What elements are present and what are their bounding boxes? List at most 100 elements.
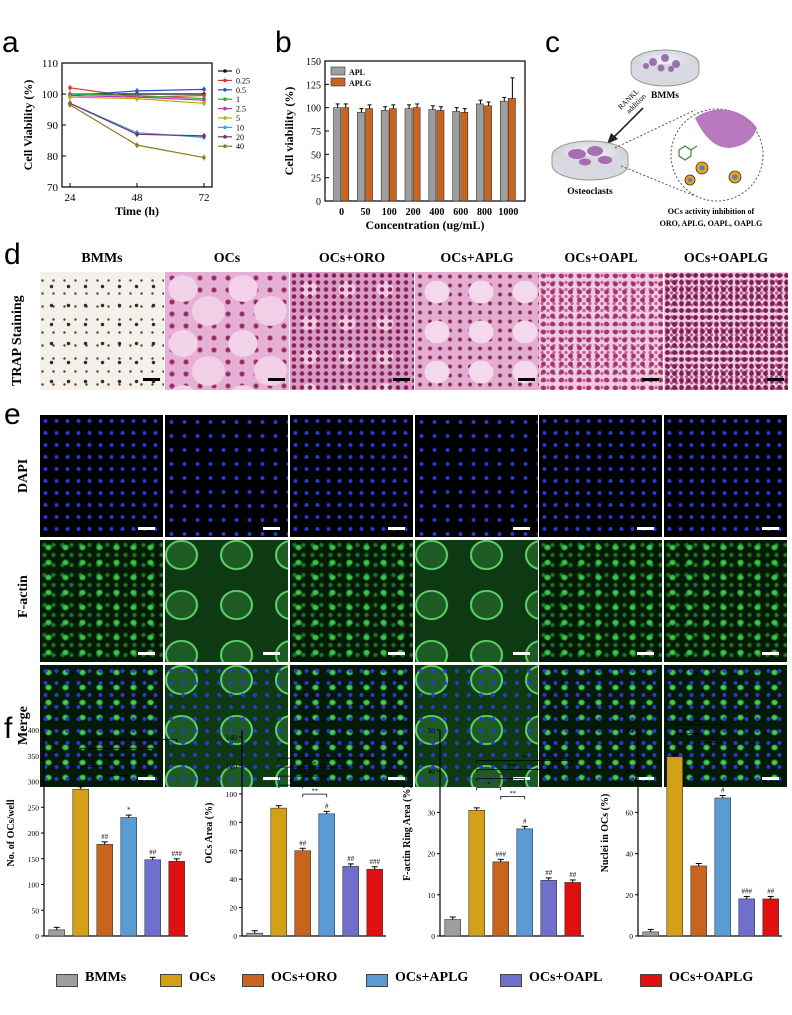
trap-scalebar-4 <box>518 378 535 381</box>
trap-image-ocs-oaplg <box>664 272 788 390</box>
legend-label: 2.5 <box>236 105 246 114</box>
trap-image-ocs-oro <box>290 272 414 390</box>
y-tick-label: 100 <box>28 881 40 890</box>
legend-label-ocs-oapl: OCs+OAPL <box>529 970 603 985</box>
legend-label: 0 <box>236 67 240 76</box>
data-point <box>135 132 139 137</box>
fluor-scalebar <box>513 652 530 655</box>
y-axis-label: F-actin Ring Area (%) <box>402 785 413 881</box>
fluor-scalebar <box>637 777 654 780</box>
bracket-label: * <box>127 733 130 740</box>
bracket-label: *** <box>694 720 704 725</box>
x-tick-label: 1000 <box>498 207 518 218</box>
data-point <box>135 96 139 101</box>
panel-letter-e: e <box>4 398 21 431</box>
data-point <box>202 101 206 106</box>
x-tick-label: 50 <box>360 207 370 218</box>
legend-label: 1 <box>236 95 240 104</box>
legend-swatch-ocs-oapl <box>500 974 522 987</box>
fluor-image <box>40 540 163 662</box>
bar <box>444 919 461 937</box>
legend-swatch-ocs-oro <box>242 974 264 987</box>
legend-marker <box>223 78 227 83</box>
significance-label: ## <box>767 887 775 895</box>
y-tick-label: 0 <box>316 197 321 208</box>
plot-frame <box>61 62 213 188</box>
trap-image-ocs-aplg <box>415 272 539 390</box>
significance-label: ## <box>347 855 355 863</box>
bar <box>540 880 557 937</box>
legend-label: APL <box>349 68 365 77</box>
trap-image-ocs-oapl <box>539 272 663 390</box>
legend-marker <box>223 106 227 111</box>
legend-label-ocs: OCs <box>189 970 216 985</box>
y-tick-label: 125 <box>306 80 321 91</box>
y-tick-label: 0 <box>629 932 633 941</box>
bar <box>666 756 683 937</box>
legend-label-ocs-aplg: OCs+APLG <box>395 970 469 985</box>
significance-label: ## <box>101 833 109 841</box>
fluor-image <box>415 665 538 787</box>
y-tick-label: 10 <box>428 891 436 900</box>
y-tick-label: 80 <box>230 818 238 827</box>
y-tick-label: 90 <box>47 120 59 132</box>
fluor-scalebar <box>637 527 654 530</box>
legend-marker <box>223 135 227 139</box>
bar <box>738 898 755 937</box>
osteoclast-cells-icon <box>568 146 612 166</box>
x-tick-label: 400 <box>429 207 444 218</box>
bar <box>96 844 113 937</box>
bracket-label: * <box>103 751 106 758</box>
x-tick-label: 200 <box>406 207 421 218</box>
y-tick-label: 30 <box>428 808 436 817</box>
bar <box>48 929 65 937</box>
data-point <box>202 98 206 102</box>
x-tick-label: 100 <box>382 207 397 218</box>
concentration-bar-chart: 0 25 50 75 100 125 150 0 50 100 200 400 600 800 1000 Co… <box>282 57 526 232</box>
x-axis-label: Concentration (ug/mL) <box>366 218 485 232</box>
legend-swatch <box>330 66 346 76</box>
legend-marker <box>223 88 227 92</box>
bar <box>404 108 413 202</box>
legend-label: 40 <box>236 142 244 151</box>
y-tick-label: 110 <box>42 58 59 70</box>
bracket-label: *** <box>508 763 518 770</box>
y-tick-label: 50 <box>32 906 40 915</box>
molecule-icon <box>678 145 698 161</box>
y-tick-label: 70 <box>47 182 59 194</box>
fluor-row-factin: F-actin <box>16 575 31 618</box>
fluor-image <box>664 665 787 787</box>
legend-label: 0.25 <box>236 76 250 85</box>
bar <box>452 111 461 202</box>
y-tick-label: 80 <box>47 151 59 163</box>
trap-col-ocs-oapl: OCs+OAPL <box>564 251 638 266</box>
bar <box>380 110 389 202</box>
data-point <box>68 95 72 99</box>
bar <box>365 108 373 202</box>
bar <box>72 788 89 937</box>
significance-label: ### <box>741 887 752 895</box>
y-axis-label: Nuclei in OCs (%) <box>600 794 611 873</box>
legend-swatch-bmms <box>56 974 78 987</box>
bar <box>436 110 445 202</box>
bar <box>318 813 335 937</box>
significance-label: # <box>721 787 725 795</box>
data-point <box>202 93 206 98</box>
fluor-scalebar <box>388 652 405 655</box>
bracket-label: ** <box>311 788 318 795</box>
trap-image-bmms <box>40 272 164 390</box>
y-tick-label: 150 <box>306 57 321 68</box>
y-tick-label: 100 <box>622 726 634 735</box>
y-tick-label: 20 <box>230 904 238 913</box>
bar <box>476 103 484 202</box>
y-tick-label: 75 <box>311 127 321 138</box>
y-tick-label: 25 <box>311 174 321 185</box>
bar <box>120 817 137 937</box>
fluor-image <box>664 540 787 662</box>
osteoclast-schematic: BMMs RANKL addition Osteoclasts OCs acti… <box>551 49 764 228</box>
fluor-scalebar <box>762 652 779 655</box>
schematic-osteoclasts-label: Osteoclasts <box>567 187 613 197</box>
legend-swatch <box>330 77 346 87</box>
trap-col-bmms: BMMs <box>81 251 123 266</box>
